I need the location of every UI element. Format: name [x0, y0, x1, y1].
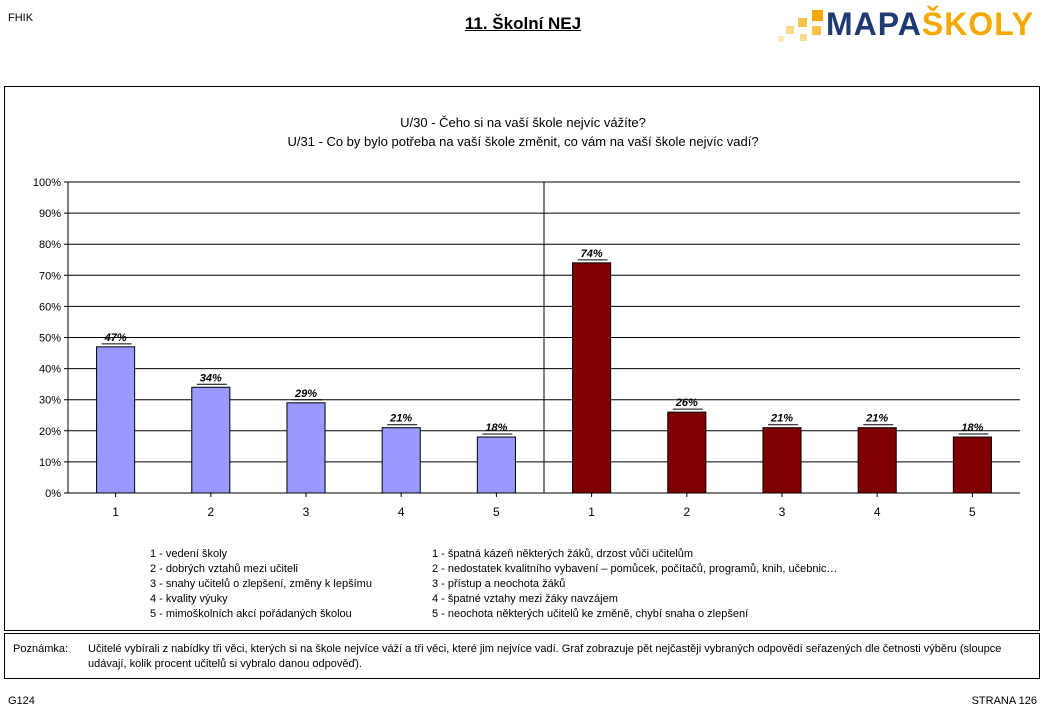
bar: [476, 436, 516, 494]
x-tick-label: 4: [874, 505, 881, 519]
legend-u31: 1 - špatná kázeň některých žáků, drzost …: [432, 547, 837, 622]
page-number: STRANA 126: [971, 695, 1037, 707]
data-label: 21%: [865, 413, 888, 425]
data-label: 29%: [294, 388, 317, 400]
bar: [762, 427, 802, 494]
y-tick-label: 0%: [45, 488, 61, 500]
data-label: 21%: [389, 413, 412, 425]
x-tick-label: 1: [588, 505, 595, 519]
y-tick-label: 30%: [39, 395, 61, 407]
chart-title: U/30 - Čeho si na vaší škole nejvíc váží…: [400, 115, 646, 130]
logo-square-icon: [812, 26, 821, 35]
x-tick-label: 4: [398, 505, 405, 519]
y-tick-label: 90%: [39, 208, 61, 220]
bar: [952, 436, 992, 494]
logo-square-icon: [786, 26, 794, 34]
chart-subtitle: U/31 - Co by bylo potřeba na vaší škole …: [287, 134, 759, 149]
data-label: 74%: [581, 248, 603, 260]
y-tick-label: 40%: [39, 364, 61, 376]
y-tick-label: 80%: [39, 239, 61, 251]
note-divider: [4, 633, 1040, 634]
logo-square-icon: [800, 34, 807, 41]
legend-u30: 1 - vedení školy 2 - dobrých vztahů mezi…: [150, 547, 372, 622]
bar: [286, 402, 326, 494]
legend-item: 5 - neochota některých učitelů ke změně,…: [432, 608, 749, 620]
y-tick-label: 60%: [39, 301, 61, 313]
legend-item: 3 - přístup a neochota žáků: [432, 578, 566, 590]
legend-item: 1 - vedení školy: [150, 548, 228, 560]
page-title: 11. Školní NEJ: [464, 14, 582, 33]
header-code: FHIK: [8, 12, 34, 24]
x-tick-label: 5: [493, 505, 500, 519]
footer-code: G124: [8, 695, 35, 707]
logo-square-icon: [778, 36, 784, 42]
legend-item: 5 - mimoškolních akcí pořádaných školou: [150, 608, 352, 620]
bar: [572, 262, 612, 494]
note-label: Poznámka:: [13, 643, 69, 655]
y-tick-label: 100%: [33, 177, 61, 189]
y-tick-label: 50%: [39, 333, 61, 345]
x-tick-label: 3: [303, 505, 310, 519]
bar: [667, 411, 707, 494]
bar: [381, 427, 421, 494]
note-text: Učitelé vybírali z nabídky tři věci, kte…: [88, 643, 1002, 670]
legend-item: 3 - snahy učitelů o zlepšení, změny k le…: [150, 578, 372, 590]
x-tick-label: 3: [779, 505, 786, 519]
y-tick-label: 20%: [39, 426, 61, 438]
legend-item: 4 - špatné vztahy mezi žáky navzájem: [432, 593, 618, 605]
x-tick-label: 2: [683, 505, 690, 519]
mapa-skoly-logo: MAPAŠKOLY: [778, 6, 1033, 46]
legend-item: 1 - špatná kázeň některých žáků, drzost …: [432, 548, 694, 560]
x-tick-label: 1: [112, 505, 119, 519]
y-tick-label: 10%: [39, 457, 61, 469]
bar: [96, 346, 136, 494]
logo-text: MAPAŠKOLY: [826, 6, 1035, 42]
logo-square-icon: [798, 18, 807, 27]
data-label: 34%: [200, 372, 222, 384]
data-label: 21%: [770, 413, 793, 425]
logo-square-icon: [812, 10, 823, 21]
data-label: 26%: [675, 397, 698, 409]
legend-item: 2 - dobrých vztahů mezi učiteli: [150, 563, 298, 575]
legend-item: 4 - kvality výuky: [150, 593, 228, 605]
chart-frame: [4, 86, 1040, 631]
x-tick-label: 5: [969, 505, 976, 519]
y-tick-label: 70%: [39, 270, 61, 282]
note-frame: [4, 633, 1040, 679]
bar: [857, 427, 897, 494]
data-label: 18%: [485, 422, 507, 434]
x-tick-label: 2: [207, 505, 214, 519]
legend-item: 2 - nedostatek kvalitního vybavení – pom…: [432, 563, 838, 575]
data-label: 18%: [961, 422, 983, 434]
data-label: 47%: [104, 332, 127, 344]
bar: [191, 386, 231, 494]
